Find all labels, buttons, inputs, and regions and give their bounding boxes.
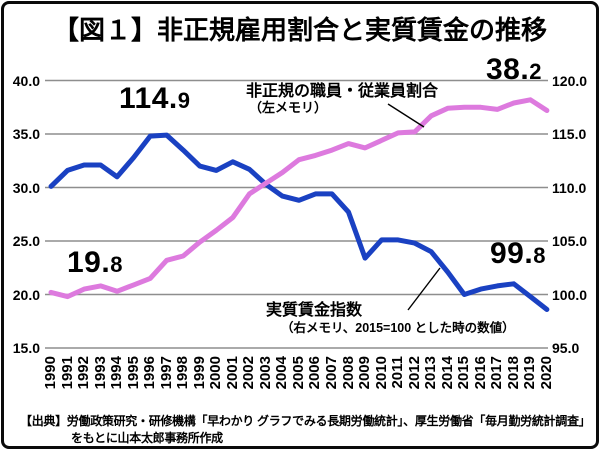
x-axis-year-label: 2000: [207, 356, 225, 390]
x-axis-year-label: 2017: [488, 356, 506, 390]
source-line-2: をもとに山本太郎事務所作成: [71, 431, 223, 445]
annotation-integer-part: 19.: [67, 246, 111, 279]
x-axis-year-label: 2018: [504, 356, 522, 390]
ratio-callout-arrow: [387, 103, 425, 128]
right-axis-tick-label: 105.0: [552, 233, 588, 249]
x-axis-year-label: 1991: [58, 356, 76, 390]
callout-wage-sublabel: （右メモリ、2015=100 とした時の数値）: [281, 321, 515, 335]
x-axis-year-label: 1990: [42, 356, 59, 390]
annotation-integer-part: 38.: [486, 53, 530, 86]
ratio-line: [48, 97, 550, 300]
x-axis-year-label: 2002: [240, 356, 258, 390]
x-axis-year-label: 2010: [372, 356, 390, 390]
callout-ratio-sublabel: （左メモリ）: [249, 100, 328, 115]
annotation-ratio-peak: 38.2: [486, 55, 542, 85]
x-axis-year-label: 2014: [438, 356, 456, 390]
annotation-wage-peak: 114.9: [119, 84, 190, 114]
x-axis-year-label: 2015: [455, 356, 473, 390]
source-line-1: 【出典】労働政策研究・研修機構「早わかり グラフでみる長期労働統計」、厚生労働省…: [20, 414, 591, 428]
x-axis-year-label: 1994: [108, 356, 126, 390]
x-axis-year-label: 2003: [256, 356, 274, 390]
x-axis-year-label: 1995: [124, 356, 142, 390]
x-axis-year-label: 2001: [223, 356, 241, 390]
x-axis-year-label: 2004: [273, 356, 291, 390]
right-axis-tick-label: 100.0: [552, 286, 588, 303]
annotation-ratio-start: 19.8: [67, 248, 123, 278]
annotation-wage-recent: 99.8: [490, 239, 546, 269]
left-axis-tick-label: 30.0: [12, 179, 40, 196]
left-axis-tick-label: 15.0: [12, 340, 40, 356]
x-axis-year-label: 2006: [306, 356, 324, 390]
x-axis-year-label: 2011: [389, 356, 407, 389]
x-axis-year-label: 2009: [356, 356, 374, 390]
wage-line: [48, 132, 550, 312]
x-axis-year-label: 2020: [537, 356, 555, 390]
left-axis-tick-label: 40.0: [12, 72, 40, 89]
x-axis-year-label: 2012: [405, 356, 423, 390]
callout-ratio-label: 非正規の職員・従業員割合: [246, 83, 439, 100]
x-axis-year-label: 2019: [521, 356, 539, 390]
x-axis-year-label: 1992: [75, 356, 93, 390]
annotation-integer-part: 99.: [490, 237, 534, 270]
x-axis-year-label: 1998: [174, 356, 192, 390]
right-axis-tick-label: 120.0: [552, 72, 588, 89]
x-axis-year-label: 2005: [289, 356, 307, 390]
x-axis-year-label: 1999: [190, 356, 208, 390]
x-axis-year-label: 2016: [471, 356, 489, 390]
callout-wage-label: 実質賃金指数: [266, 302, 363, 319]
right-axis-tick-label: 95.0: [552, 340, 580, 356]
right-axis-tick-label: 110.0: [552, 179, 587, 196]
x-axis-year-label: 2007: [323, 356, 340, 390]
annotation-integer-part: 114.: [119, 82, 178, 115]
annotation-decimal-part: 8: [110, 252, 123, 277]
annotation-decimal-part: 8: [533, 243, 546, 268]
right-axis-tick-label: 115.0: [552, 126, 587, 142]
x-axis-year-label: 2008: [339, 356, 357, 390]
page-title: 【図１】非正規雇用割合と実質賃金の推移: [52, 15, 547, 45]
x-axis-year-label: 1993: [91, 356, 109, 390]
x-axis-year-label: 2013: [422, 356, 440, 390]
x-axis-year-label: 1996: [141, 356, 159, 390]
wage-callout-arrow: [407, 267, 441, 311]
annotation-decimal-part: 9: [177, 88, 191, 113]
x-axis-year-label: 1997: [157, 356, 175, 390]
annotation-decimal-part: 2: [529, 59, 542, 84]
left-axis-tick-label: 35.0: [12, 126, 40, 142]
left-axis-tick-label: 25.0: [12, 233, 40, 249]
left-axis-tick-label: 20.0: [12, 286, 40, 303]
